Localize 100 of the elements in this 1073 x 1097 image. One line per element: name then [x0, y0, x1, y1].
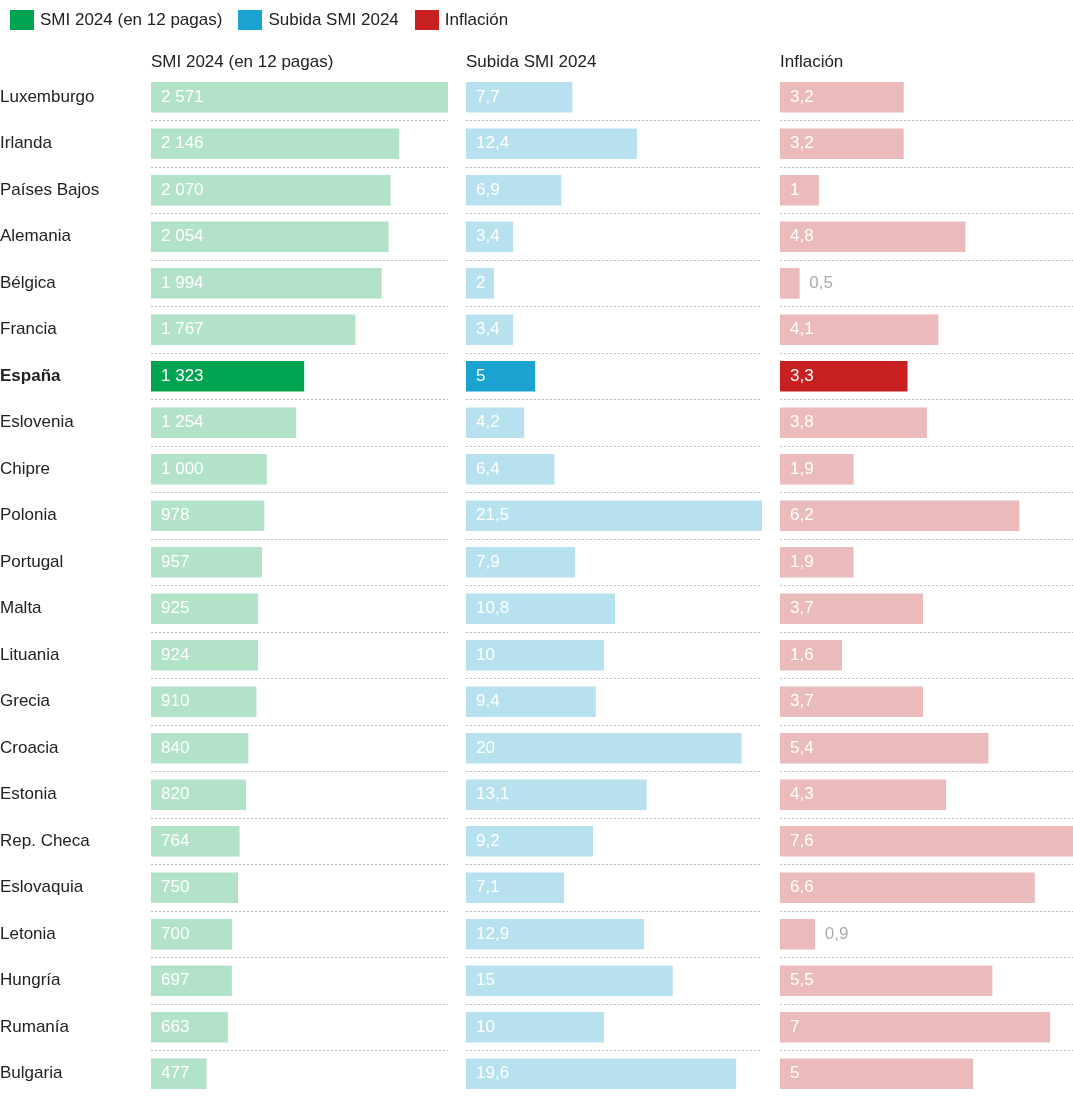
y-tick-label: Lituania — [0, 644, 61, 664]
y-tick-label: Estonia — [0, 784, 58, 804]
bar — [780, 1058, 974, 1090]
bar — [780, 221, 966, 253]
y-tick-label: Polonia — [0, 505, 58, 525]
bar — [151, 825, 240, 857]
data-label: 10 — [476, 1016, 495, 1036]
data-label: 1,9 — [790, 551, 814, 571]
bar — [151, 314, 356, 346]
data-label: 1 994 — [161, 272, 204, 292]
bar — [151, 686, 257, 718]
data-label: 5,4 — [790, 737, 814, 757]
y-tick-label: Luxemburgo — [0, 86, 95, 106]
data-label: 700 — [161, 923, 190, 943]
data-label: 0,5 — [809, 272, 833, 292]
bar — [780, 779, 947, 811]
bar — [466, 872, 565, 904]
data-label: 1 323 — [161, 365, 204, 385]
data-label: 3,2 — [790, 86, 814, 106]
legend-label: SMI 2024 (en 12 pagas) — [40, 10, 223, 30]
data-label: 4,8 — [790, 226, 814, 246]
data-label: 2 146 — [161, 133, 204, 153]
data-label: 10 — [476, 644, 495, 664]
data-label: 0,9 — [824, 923, 849, 943]
data-label: 3,7 — [790, 691, 814, 711]
data-label: 2 054 — [161, 226, 204, 246]
bar — [780, 174, 819, 206]
data-label: 3,3 — [790, 365, 814, 385]
data-label: 6,2 — [790, 505, 814, 525]
bar — [466, 1011, 604, 1043]
data-label: 19,6 — [476, 1063, 510, 1083]
bar — [780, 453, 854, 485]
bar — [780, 500, 1020, 532]
y-tick-label: Rep. Checa — [0, 830, 91, 850]
data-label: 3,7 — [790, 598, 814, 618]
data-label: 3,2 — [790, 133, 814, 153]
y-tick-label: Bélgica — [0, 272, 57, 292]
y-tick-label: Países Bajos — [0, 179, 100, 199]
bar — [780, 686, 923, 718]
bar — [151, 1058, 207, 1090]
bar — [780, 918, 816, 950]
bar — [151, 221, 389, 253]
data-label: 13,1 — [476, 784, 510, 804]
data-label: 7,7 — [476, 86, 500, 106]
bar — [466, 593, 616, 625]
bar — [151, 593, 259, 625]
data-label: 5 — [790, 1063, 800, 1083]
chart-title: Subida SMI 2024 — [466, 52, 598, 73]
bar — [466, 686, 596, 718]
data-label: 9,2 — [476, 830, 500, 850]
bar — [466, 360, 536, 392]
bar — [780, 1011, 1051, 1043]
data-label: 697 — [161, 970, 190, 990]
bar — [466, 500, 762, 532]
data-label: 12,4 — [476, 133, 510, 153]
data-label: 5,5 — [790, 970, 814, 990]
bar — [466, 639, 604, 671]
bar — [466, 407, 525, 439]
y-tick-label: Portugal — [0, 551, 64, 571]
y-tick-label: Hungría — [0, 970, 62, 990]
bar — [151, 128, 400, 160]
bar — [780, 267, 800, 299]
bar — [780, 314, 939, 346]
bar — [151, 639, 259, 671]
bar — [151, 779, 247, 811]
data-label: 9,4 — [476, 691, 500, 711]
data-label: 924 — [161, 644, 190, 664]
bar — [151, 360, 305, 392]
bar — [466, 81, 573, 113]
data-label: 1 000 — [161, 458, 204, 478]
data-label: 925 — [161, 598, 190, 618]
data-label: 7,9 — [476, 551, 500, 571]
data-label: 6,9 — [476, 179, 500, 199]
bar — [466, 453, 555, 485]
y-tick-label: Malta — [0, 598, 43, 618]
data-label: 1 — [790, 179, 800, 199]
data-label: 3,8 — [790, 412, 814, 432]
data-label: 1,6 — [790, 644, 814, 664]
y-tick-label: Rumanía — [0, 1016, 70, 1036]
bar — [780, 825, 1073, 857]
data-label: 1 767 — [161, 319, 204, 339]
chart-title: SMI 2024 (en 12 pagas) — [150, 52, 335, 73]
bar — [151, 732, 249, 764]
y-tick-label: Alemania — [0, 226, 72, 246]
bar — [466, 732, 742, 764]
data-label: 7,1 — [476, 877, 500, 897]
bar — [780, 732, 989, 764]
chart-title: Inflación — [780, 52, 845, 73]
y-tick-label: Bulgaria — [0, 1063, 63, 1083]
data-label: 764 — [161, 830, 190, 850]
data-label: 3,4 — [476, 319, 500, 339]
data-label: 1,9 — [790, 458, 814, 478]
bar — [466, 221, 514, 253]
bar — [466, 918, 644, 950]
y-tick-label: Letonia — [0, 923, 57, 943]
data-label: 2 571 — [161, 86, 204, 106]
bar — [151, 965, 232, 997]
data-label: 750 — [161, 877, 190, 897]
bar — [780, 546, 854, 578]
data-label: 21,5 — [476, 505, 510, 525]
